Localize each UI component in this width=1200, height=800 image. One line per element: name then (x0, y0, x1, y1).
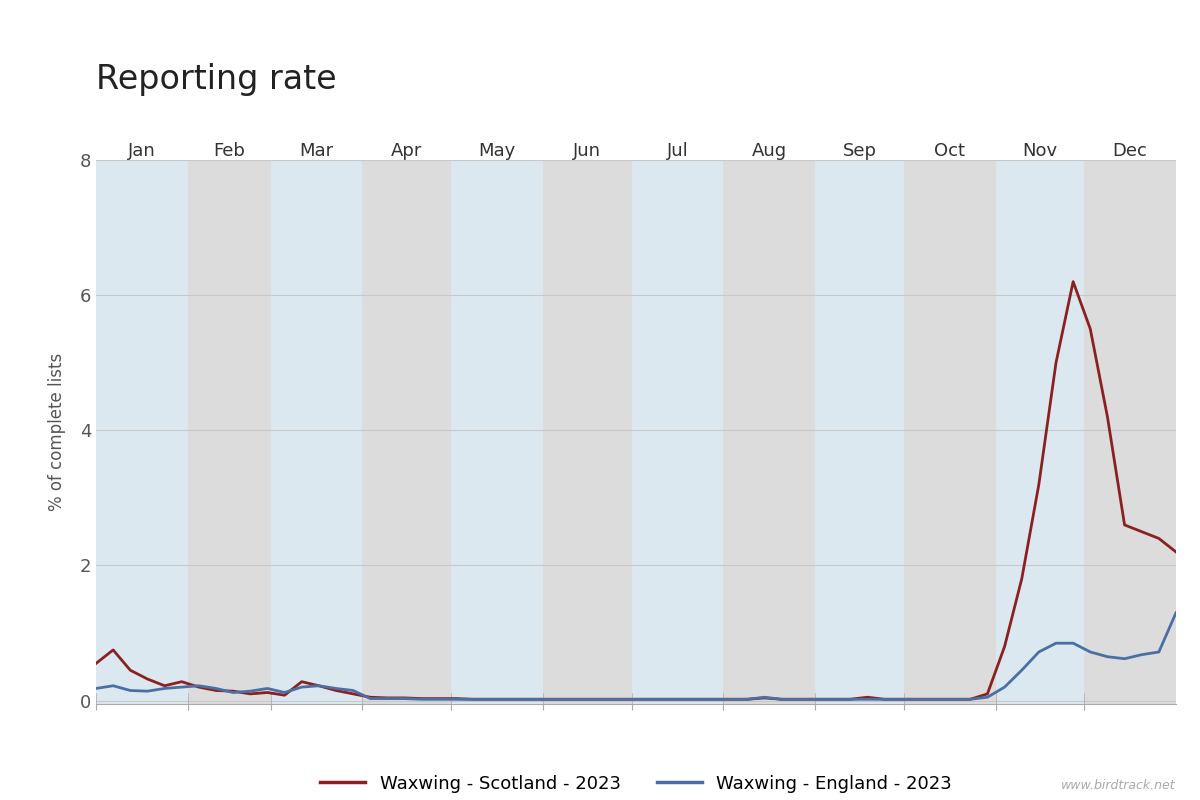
Text: Apr: Apr (391, 142, 422, 160)
Y-axis label: % of complete lists: % of complete lists (48, 353, 66, 511)
Bar (724, 160, 815, 704)
Text: Nov: Nov (1022, 142, 1057, 160)
Bar (270, 160, 362, 704)
Text: Mar: Mar (299, 142, 334, 160)
Text: www.birdtrack.net: www.birdtrack.net (1061, 779, 1176, 792)
Bar (451, 160, 542, 704)
Text: Aug: Aug (751, 142, 787, 160)
Bar (542, 160, 631, 704)
Bar (1085, 160, 1176, 704)
Text: Sep: Sep (842, 142, 876, 160)
Text: Feb: Feb (214, 142, 245, 160)
Text: May: May (479, 142, 516, 160)
Text: Dec: Dec (1112, 142, 1147, 160)
Text: Jun: Jun (574, 142, 601, 160)
Text: Jan: Jan (128, 142, 156, 160)
Text: Jul: Jul (666, 142, 689, 160)
Bar (631, 160, 724, 704)
Legend: Waxwing - Scotland - 2023, Waxwing - England - 2023: Waxwing - Scotland - 2023, Waxwing - Eng… (313, 767, 959, 800)
Bar (815, 160, 904, 704)
Bar (904, 160, 996, 704)
Text: Reporting rate: Reporting rate (96, 63, 337, 96)
Bar (996, 160, 1085, 704)
Text: Oct: Oct (934, 142, 965, 160)
Bar (187, 160, 270, 704)
Bar (96, 160, 187, 704)
Bar (362, 160, 451, 704)
